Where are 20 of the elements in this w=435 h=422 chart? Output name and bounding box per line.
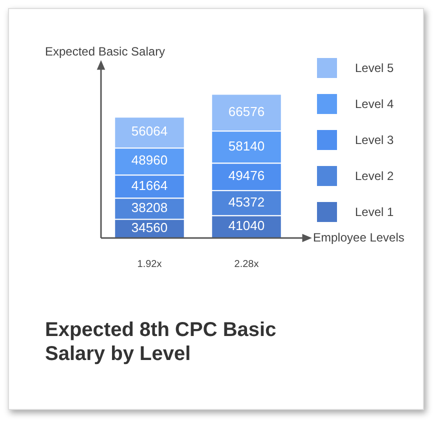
- text: Expected 8th CPC Basic Salary by Level: [45, 318, 278, 366]
- x-tick-label: 1.92x: [137, 258, 162, 270]
- data-label: 66576: [228, 104, 265, 119]
- data-label: 34560: [131, 220, 168, 236]
- legend-label: Level 5: [355, 61, 394, 75]
- data-label: 56064: [131, 124, 168, 139]
- y-axis-title: Expected Basic Salary: [45, 44, 166, 58]
- x-tick-label: 2.28x: [234, 258, 259, 270]
- legend-label: Level 4: [355, 97, 394, 111]
- data-label: 45372: [228, 194, 265, 210]
- data-label: 48960: [131, 152, 168, 168]
- x-axis-title: Employee Levels: [313, 230, 404, 244]
- data-label: 38208: [131, 200, 168, 215]
- legend-label: Level 1: [355, 205, 394, 219]
- data-label: 41040: [228, 218, 265, 234]
- legend-label: Level 2: [355, 169, 394, 183]
- legend-label: Level 3: [355, 133, 394, 147]
- data-label: 49476: [228, 168, 265, 184]
- data-label: 41664: [131, 178, 168, 193]
- data-label: 58140: [228, 138, 265, 154]
